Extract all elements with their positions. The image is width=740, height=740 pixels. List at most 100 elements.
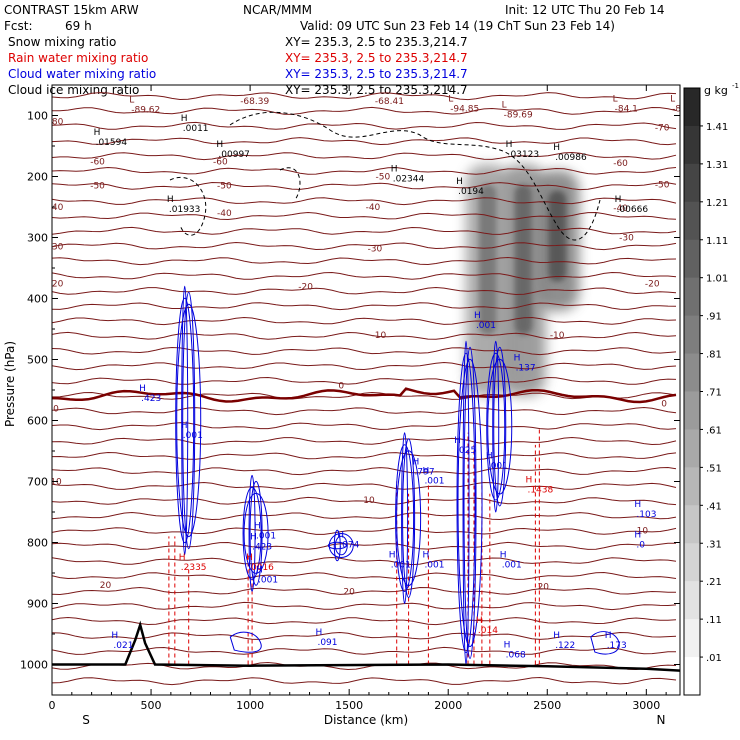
cloud-water-contour bbox=[486, 352, 506, 501]
extremum-marker: L bbox=[670, 94, 675, 104]
extremum-marker: H bbox=[179, 553, 186, 563]
extremum-value: .074 bbox=[339, 541, 359, 551]
colorbar-label: 1.21 bbox=[706, 198, 728, 209]
x-tick-label: 2000 bbox=[434, 699, 462, 712]
plot-frame bbox=[51, 84, 681, 696]
extremum-value: .025 bbox=[456, 446, 476, 456]
fcst-value: 69 h bbox=[65, 19, 92, 33]
y-tick-label: 1000 bbox=[20, 659, 48, 672]
colorbar-label: .71 bbox=[706, 388, 722, 399]
y-axis-label: Pressure (hPa) bbox=[3, 341, 17, 427]
extremum-value: .001 bbox=[476, 321, 496, 331]
extremum-marker: H bbox=[181, 114, 188, 124]
extremum-value: .001 bbox=[258, 575, 278, 585]
isotherm-label: -50 bbox=[90, 182, 105, 192]
isotherm bbox=[52, 676, 677, 686]
extremum-marker: H bbox=[500, 551, 507, 561]
legend-name-cloud-water: Cloud water mixing ratio bbox=[8, 67, 156, 81]
extremum-marker: H bbox=[476, 616, 483, 626]
extremum-value: .137 bbox=[516, 364, 536, 374]
isotherm bbox=[52, 376, 677, 385]
extremum-value: .01594 bbox=[96, 138, 128, 148]
model-title: CONTRAST 15km ARW bbox=[4, 3, 139, 17]
extremum-marker: H bbox=[634, 531, 641, 541]
isotherm-label: 10 bbox=[637, 526, 649, 536]
colorbar-segment bbox=[684, 391, 700, 430]
colorbar-label: .51 bbox=[706, 463, 722, 474]
extremum-value: .00997 bbox=[218, 150, 250, 160]
isotherm-label: -10 bbox=[372, 331, 387, 341]
colorbar-label: 1.41 bbox=[706, 122, 728, 133]
isotherm bbox=[52, 256, 677, 266]
isotherm bbox=[52, 271, 677, 280]
legend-name-rain: Rain water mixing ratio bbox=[8, 51, 148, 65]
x-tick-label: 1500 bbox=[335, 699, 363, 712]
extremum-marker: H bbox=[506, 140, 513, 150]
colorbar-label: .81 bbox=[706, 350, 722, 361]
legend-name-snow: Snow mixing ratio bbox=[8, 35, 116, 49]
isotherm bbox=[52, 391, 677, 400]
extremum-value: .001 bbox=[424, 477, 444, 487]
cloud-water-contour bbox=[334, 535, 348, 556]
cloud-water-contour bbox=[456, 352, 476, 653]
isotherm-label: -20 bbox=[49, 279, 64, 289]
cloud-water-contour bbox=[401, 432, 409, 604]
extremum-marker: H bbox=[254, 521, 261, 531]
isotherm bbox=[52, 346, 677, 356]
extremum-value: .01933 bbox=[169, 205, 201, 215]
extremum-value: .001 bbox=[488, 461, 508, 471]
extremum-marker: H bbox=[553, 143, 560, 153]
extremum-marker: L bbox=[613, 94, 618, 104]
isotherm bbox=[52, 586, 677, 596]
init-time: Init: 12 UTC Thu 20 Feb 14 bbox=[505, 3, 665, 17]
isotherm bbox=[52, 571, 677, 581]
isotherm bbox=[52, 631, 677, 640]
isotherm bbox=[52, 137, 677, 146]
isotherm bbox=[52, 616, 677, 626]
legend-xy-snow: XY= 235.3, 2.5 to 235.3,214.7 bbox=[285, 35, 468, 49]
isotherm-label: -40 bbox=[613, 204, 628, 214]
colorbar-segment bbox=[684, 429, 700, 468]
cloud-ice-contours bbox=[169, 111, 601, 241]
colorbar-label: .11 bbox=[706, 615, 722, 626]
extremum-marker: H bbox=[474, 311, 481, 321]
isotherm bbox=[52, 451, 677, 461]
x-end-left: S bbox=[82, 713, 90, 727]
extremum-value: .00986 bbox=[555, 153, 587, 163]
extremum-value: .0011 bbox=[183, 124, 209, 134]
isotherm bbox=[52, 436, 677, 446]
cloud-water-contour bbox=[487, 358, 513, 495]
isotherm-label: -80 bbox=[49, 118, 64, 128]
extremum-value: .0194 bbox=[458, 187, 484, 197]
extremum-value: -94.85 bbox=[450, 104, 479, 114]
isotherm bbox=[52, 526, 677, 535]
extremum-marker: H bbox=[181, 421, 188, 431]
org-label: NCAR/MMM bbox=[243, 3, 312, 17]
extremum-marker: H bbox=[391, 165, 398, 175]
colorbar-label: .61 bbox=[706, 425, 722, 436]
isotherm bbox=[52, 406, 677, 416]
colorbar-segment bbox=[684, 88, 700, 127]
colorbar-label: .01 bbox=[706, 653, 722, 664]
isotherm-label: -20 bbox=[645, 279, 660, 289]
isotherm-label: -30 bbox=[619, 234, 634, 244]
cloud-water-contour bbox=[328, 533, 354, 559]
colorbar-label: .31 bbox=[706, 539, 722, 550]
colorbar-segment bbox=[684, 163, 700, 203]
extremum-marker: H bbox=[413, 457, 420, 467]
extremum-marker: H bbox=[337, 531, 344, 541]
colorbar-segment bbox=[684, 201, 700, 241]
extremum-value: .2335 bbox=[181, 563, 207, 573]
extremum-value: .091 bbox=[317, 638, 337, 648]
isotherm bbox=[52, 511, 677, 521]
isotherm-label: 0 bbox=[53, 404, 59, 414]
isotherm bbox=[52, 316, 677, 326]
extremum-marker: H bbox=[256, 565, 263, 575]
extremum-value: .001 bbox=[256, 531, 276, 541]
isotherm-label: -40 bbox=[217, 209, 232, 219]
cloud-water-contour bbox=[463, 346, 477, 659]
isotherm-label: -60 bbox=[613, 159, 628, 169]
isotherm-label: 0 bbox=[338, 382, 344, 392]
extremum-value: .001 bbox=[183, 431, 203, 441]
isotherm bbox=[52, 541, 677, 550]
